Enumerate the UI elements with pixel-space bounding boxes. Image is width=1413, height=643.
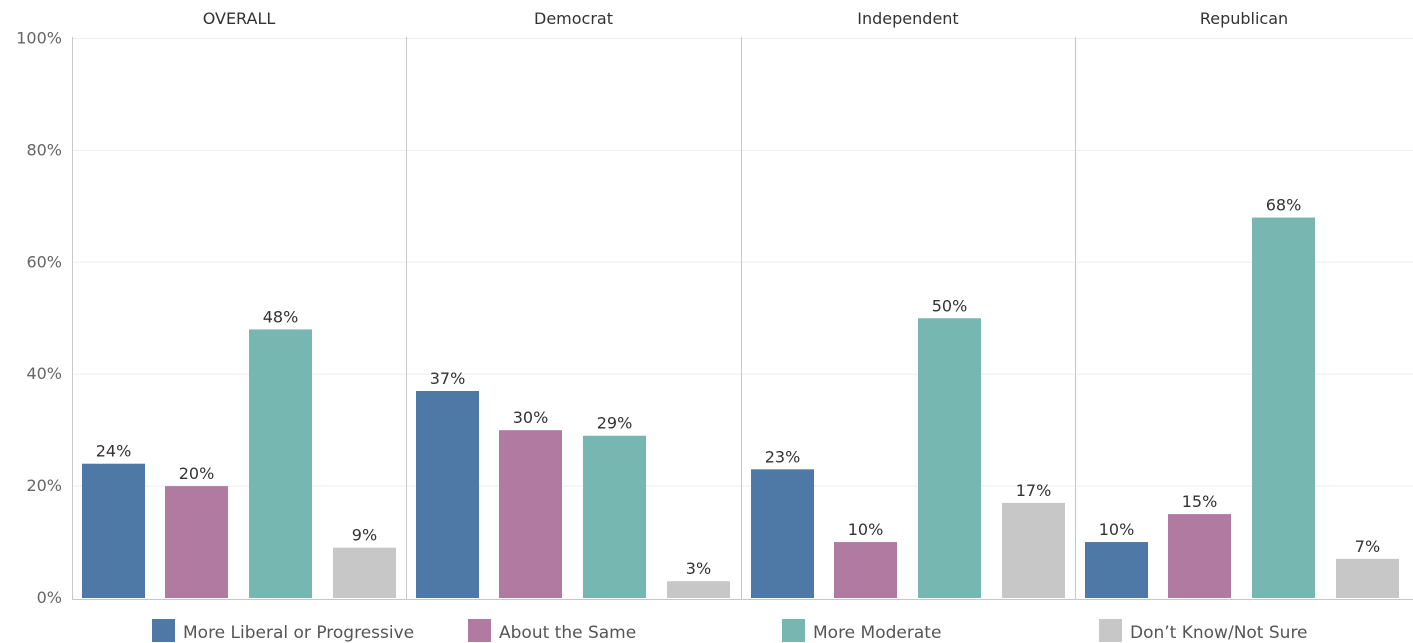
legend-swatch-more-liberal-or-progressive [152,619,175,642]
bar-value-label: 37% [430,369,466,388]
bar-more-moderate-overall [249,329,312,598]
y-tick-label: 40% [26,364,62,383]
bar-value-label: 17% [1016,481,1052,500]
bar-value-label: 20% [179,464,215,483]
bar-more-moderate-republican [1252,217,1315,599]
bar-value-label: 23% [765,447,801,466]
legend-swatch-about-the-same [468,619,491,642]
bar-about-the-same-independent [834,542,897,598]
panel-title-republican: Republican [1200,9,1288,28]
bar-more-liberal-or-progressive-republican [1085,542,1148,598]
bar-about-the-same-overall [165,486,228,598]
bar-don-t-know-not-sure-independent [1002,502,1065,598]
y-tick-label: 20% [26,476,62,495]
bar-value-label: 10% [1099,520,1135,539]
bar-more-moderate-democrat [583,435,646,598]
bar-value-label: 68% [1266,196,1302,215]
legend-label-more-moderate: More Moderate [813,623,941,643]
bar-value-label: 50% [932,296,968,315]
bar-value-label: 3% [686,559,711,578]
panel-title-overall: OVERALL [203,9,276,28]
bar-about-the-same-democrat [499,430,562,598]
legend-swatch-more-moderate [782,619,805,642]
legend-label-about-the-same: About the Same [499,623,636,643]
panel-title-democrat: Democrat [534,9,613,28]
panel-title-independent: Independent [857,9,958,28]
bar-value-label: 24% [96,442,132,461]
bar-more-moderate-independent [918,318,981,598]
legend-label-more-liberal-or-progressive: More Liberal or Progressive [183,623,414,643]
y-tick-label: 0% [37,588,62,607]
bar-value-label: 29% [597,414,633,433]
y-tick-label: 80% [26,140,62,159]
bar-value-label: 15% [1182,492,1218,511]
bar-value-label: 10% [848,520,884,539]
bar-more-liberal-or-progressive-independent [751,469,814,598]
bar-value-label: 48% [263,307,299,326]
bar-don-t-know-not-sure-democrat [667,581,730,598]
y-tick-label: 100% [16,29,62,48]
bar-value-label: 30% [513,408,549,427]
legend-swatch-don-t-know-not-sure [1099,619,1122,642]
bar-don-t-know-not-sure-republican [1336,558,1399,598]
legend-label-don-t-know-not-sure: Don’t Know/Not Sure [1130,623,1308,643]
bar-don-t-know-not-sure-overall [333,547,396,598]
bar-about-the-same-republican [1168,514,1231,598]
bar-more-liberal-or-progressive-overall [82,463,145,598]
bar-value-label: 9% [352,526,377,545]
y-tick-label: 60% [26,252,62,271]
bar-value-label: 7% [1355,537,1380,556]
bar-more-liberal-or-progressive-democrat [416,390,479,598]
